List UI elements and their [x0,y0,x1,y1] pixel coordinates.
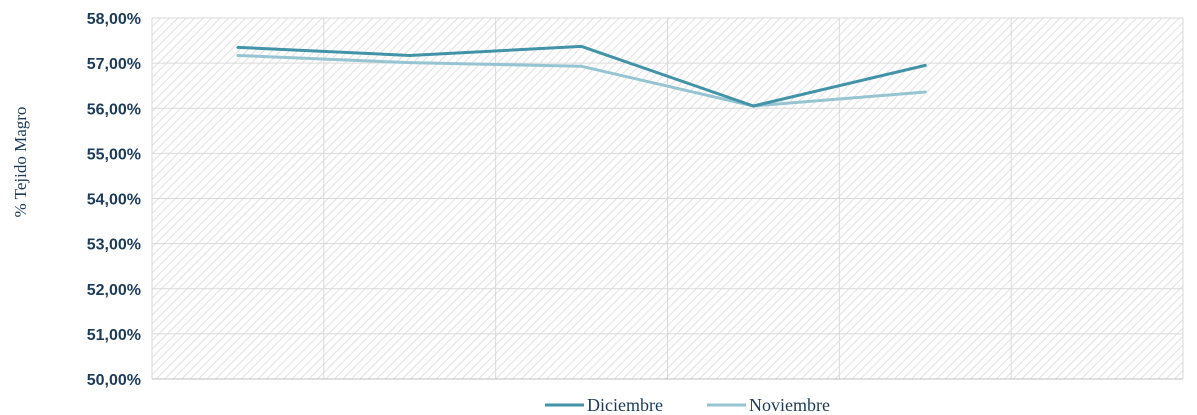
y-tick-label: 56,00% [87,101,141,118]
y-tick-label: 55,00% [87,146,141,163]
series-line-noviembre [236,53,927,108]
y-tick-label: 50,00% [87,372,141,389]
gridlines [151,17,1184,380]
y-tick-label: 57,00% [87,56,141,73]
y-axis-label: % Tejido Magro [11,107,30,218]
y-tick-label: 53,00% [87,237,141,254]
legend-label-diciembre: Diciembre [587,395,663,415]
legend-label-noviembre: Noviembre [749,395,830,415]
y-tick-label: 52,00% [87,282,141,299]
series-line-diciembre [236,44,927,108]
y-tick-label: 58,00% [87,11,141,28]
y-tick-label: 54,00% [87,192,141,209]
series-lines [236,44,927,108]
legend: Diciembre Noviembre [545,395,830,415]
y-tick-label: 51,00% [87,327,141,344]
y-axis-ticks: 50,00% 51,00% 52,00% 53,00% 54,00% 55,00% 56,0… [87,11,141,389]
